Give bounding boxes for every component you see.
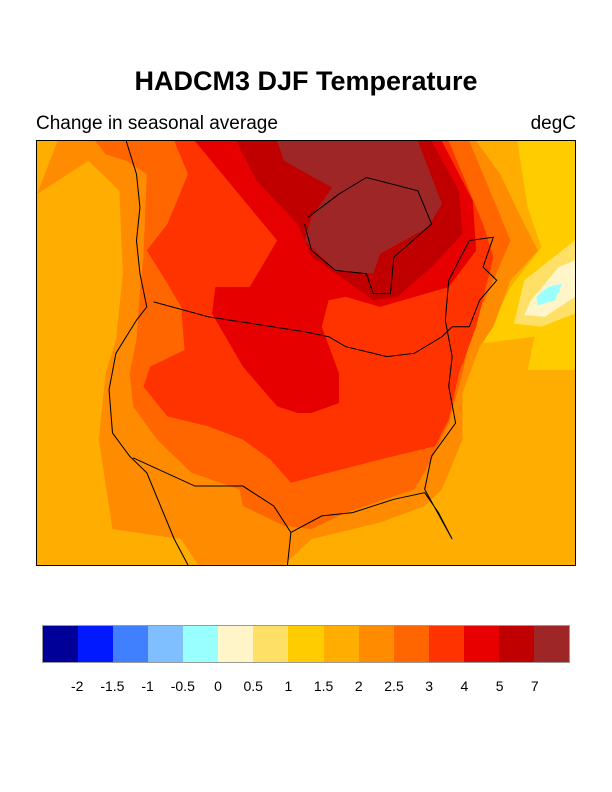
colorbar-swatch [78,626,114,662]
units-label: degC [530,113,576,134]
temperature-map [36,140,576,566]
colorbar-swatch [393,626,429,662]
colorbar-label: -0.5 [170,678,195,694]
colorbar-swatch [428,626,464,662]
colorbar-label: 3 [425,678,434,694]
colorbar-swatch [43,626,79,662]
subtitle-left: Change in seasonal average [36,113,278,134]
colorbar-label: -2 [70,678,84,694]
east-coastline [286,236,498,565]
colorbar-label: 2 [354,678,363,694]
colorbar-label: 0.5 [243,678,263,694]
colorbar-label: 7 [530,678,539,694]
boundaries [108,141,498,565]
colorbar-label: 5 [495,678,504,694]
us-mexico-border [132,457,292,533]
colorbar-label: 0 [214,678,222,694]
colorbar-label: 4 [460,678,469,694]
hudson-bay-coast [304,176,433,295]
us-canada-border [153,301,453,358]
colorbar-swatch [498,626,534,662]
colorbar-swatch [358,626,394,662]
colorbar-swatch [463,626,499,662]
colorbar-swatch [113,626,149,662]
colorbar-label: 1.5 [313,678,334,694]
plot-title: HADCM3 DJF Temperature [134,66,478,96]
colorbar-label: 1 [284,678,293,694]
colorbar [42,625,570,663]
level-max-region [277,141,442,274]
colorbar-swatch [253,626,289,662]
colorbar-swatch [183,626,219,662]
colorbar-label: -1.5 [100,678,125,694]
colorbar-swatch [148,626,184,662]
colorbar-label: 2.5 [384,678,404,694]
west-coastline [108,141,189,565]
colorbar-swatch [323,626,359,662]
colorbar-swatch [533,626,569,662]
colorbar-swatch [288,626,324,662]
colorbar-swatch [218,626,254,662]
level-neg-0-5-region [536,283,562,306]
colorbar-label: -1 [141,678,154,694]
